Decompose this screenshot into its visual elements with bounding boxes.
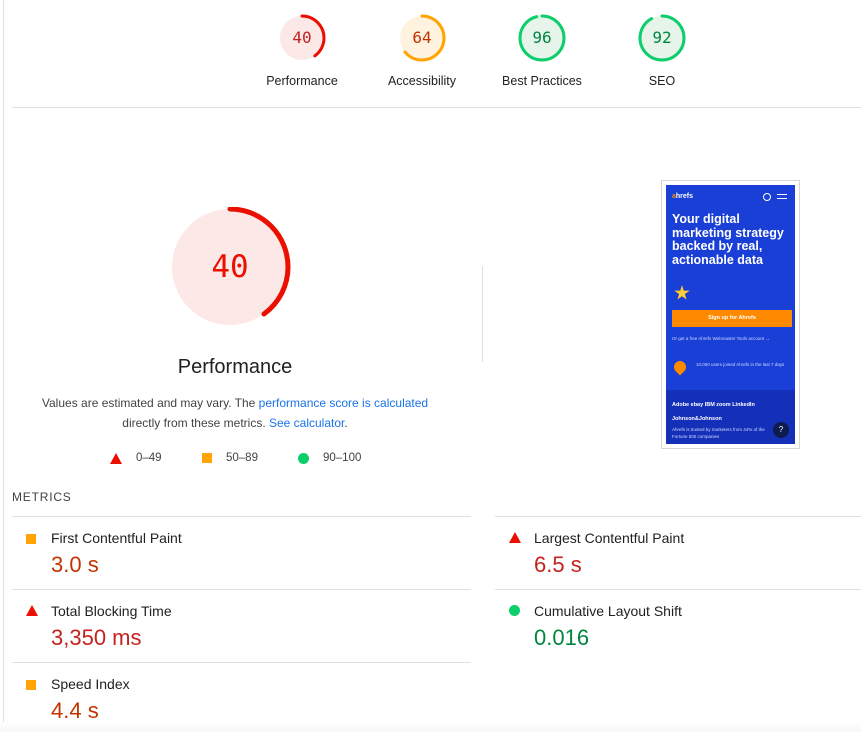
circle-icon bbox=[509, 605, 520, 616]
gauge-ring bbox=[398, 14, 446, 62]
screenshot-footer bbox=[666, 390, 795, 444]
screenshot-content: ahrefs Your digital marketing strategy b… bbox=[666, 185, 795, 444]
vertical-divider bbox=[482, 266, 483, 362]
legend-range: 0–49 bbox=[136, 452, 162, 464]
performance-description: Values are estimated and may vary. The p… bbox=[30, 393, 440, 433]
triangle-icon bbox=[509, 532, 521, 543]
divider bbox=[12, 589, 471, 590]
triangle-icon bbox=[26, 605, 38, 616]
metric-value: 4.4 s bbox=[51, 698, 99, 723]
performance-title: Performance bbox=[177, 356, 293, 378]
legend-pass: 90–100 bbox=[298, 452, 361, 464]
gauge-score: 96 bbox=[532, 28, 552, 47]
metric-label: First Contentful Paint bbox=[51, 530, 182, 546]
gauge-label: Performance bbox=[266, 74, 338, 88]
desc-text: directly from these metrics. bbox=[122, 416, 269, 430]
screenshot-small-text: Or get a free Ahrefs Webmaster Tools acc… bbox=[672, 336, 770, 341]
divider bbox=[495, 516, 861, 517]
metric-value: 6.5 s bbox=[534, 552, 582, 577]
metric-value: 0.016 bbox=[534, 625, 590, 650]
ahrefs-logo: ahrefs bbox=[672, 193, 694, 200]
scroll-fade bbox=[0, 722, 861, 732]
left-border bbox=[3, 0, 4, 732]
category-gauges: 40 Performance 64 Accessibility 96 Best … bbox=[242, 12, 722, 92]
star-icon bbox=[674, 285, 690, 300]
desc-text: . bbox=[344, 416, 348, 430]
circle-icon bbox=[298, 452, 309, 464]
gauge-ring bbox=[278, 14, 326, 62]
divider bbox=[12, 516, 471, 517]
screenshot-brands: Adobe ebay IBM zoom LinkedIn Johnson&Joh… bbox=[672, 402, 765, 439]
gauge-score: 64 bbox=[412, 28, 432, 47]
gauge-label: Accessibility bbox=[387, 74, 457, 88]
heart-icon bbox=[671, 358, 689, 376]
performance-gauge-ring bbox=[170, 207, 291, 328]
legend-range: 90–100 bbox=[323, 452, 362, 464]
help-icon: ? bbox=[773, 422, 789, 438]
gauge-best-practices[interactable]: 96 Best Practices bbox=[482, 12, 602, 88]
gauge-label: Best Practices bbox=[502, 74, 582, 88]
legend-average: 50–89 bbox=[202, 452, 258, 464]
metric-label: Largest Contentful Paint bbox=[534, 530, 685, 546]
legend-range: 50–89 bbox=[226, 452, 258, 464]
see-calculator-link[interactable]: See calculator bbox=[268, 416, 345, 430]
metric-value: 3.0 s bbox=[51, 552, 99, 577]
desc-text: Values are estimated and may vary. The bbox=[41, 396, 259, 410]
gauge-label: SEO bbox=[648, 74, 676, 88]
legend-fail: 0–49 bbox=[110, 452, 162, 464]
metrics-header: METRICS bbox=[12, 490, 72, 504]
gauge-ring bbox=[518, 14, 566, 62]
gauge-performance[interactable]: 40 Performance bbox=[242, 12, 362, 88]
gauge-score: 40 bbox=[292, 28, 312, 47]
divider bbox=[12, 107, 861, 108]
screenshot-cta: Sign up for Ahrefs bbox=[672, 310, 792, 327]
performance-score: 40 bbox=[211, 249, 249, 285]
triangle-icon bbox=[110, 452, 122, 464]
divider bbox=[12, 662, 471, 663]
score-calculated-link[interactable]: performance score is calculated bbox=[258, 396, 429, 410]
metric-label: Speed Index bbox=[51, 676, 130, 692]
gauge-score: 92 bbox=[652, 28, 672, 47]
globe-icon bbox=[763, 193, 771, 201]
gauge-ring bbox=[638, 14, 686, 62]
metric-value: 3,350 ms bbox=[51, 625, 142, 650]
square-icon bbox=[26, 534, 36, 544]
menu-icon bbox=[777, 194, 787, 199]
square-icon bbox=[26, 680, 36, 690]
gauge-accessibility[interactable]: 64 Accessibility bbox=[362, 12, 482, 88]
square-icon bbox=[202, 453, 212, 463]
metric-label: Total Blocking Time bbox=[51, 603, 172, 619]
screenshot-headline: Your digital marketing strategy backed b… bbox=[672, 212, 784, 267]
metric-label: Cumulative Layout Shift bbox=[534, 603, 682, 619]
gauge-seo[interactable]: 92 SEO bbox=[602, 12, 722, 88]
screenshot-users: 10,000 users joined Ahrefs in the last 7… bbox=[696, 362, 785, 367]
divider bbox=[495, 589, 861, 590]
final-screenshot[interactable]: ahrefs Your digital marketing strategy b… bbox=[661, 180, 800, 449]
